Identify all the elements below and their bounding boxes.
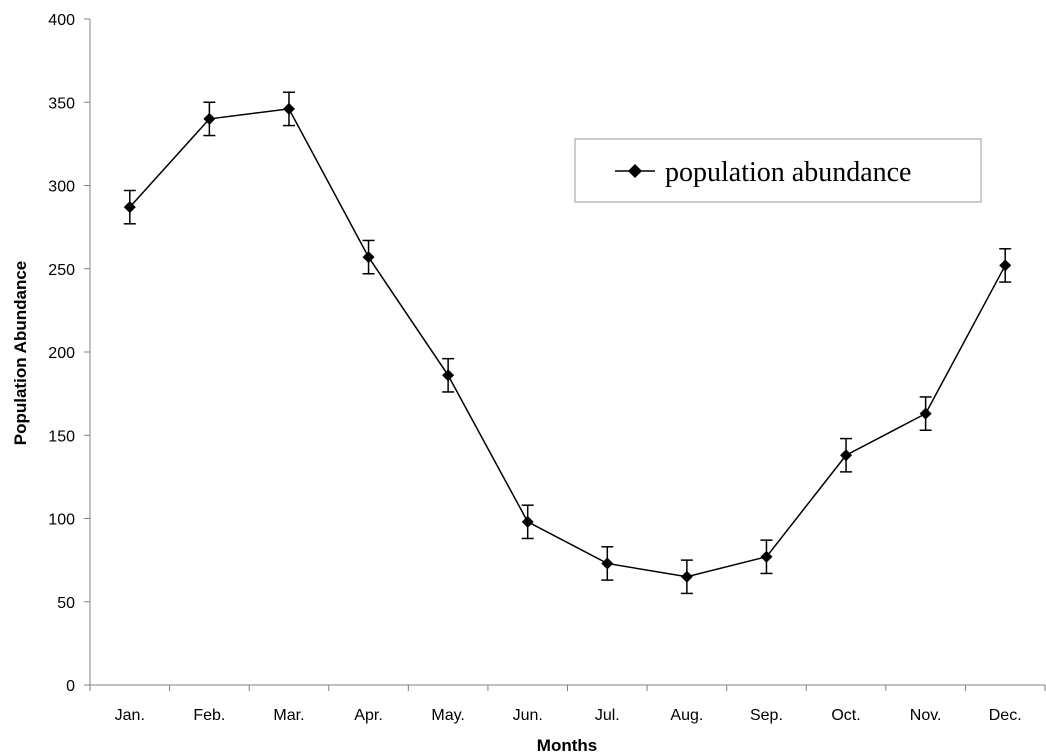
x-tick-label: Jan. (115, 707, 145, 724)
data-point-diamond (282, 102, 295, 115)
y-tick-label: 200 (48, 345, 75, 362)
data-point-diamond (203, 112, 216, 125)
data-point-diamond (123, 201, 136, 214)
y-tick-label: 250 (48, 262, 75, 279)
series-line (129, 108, 1006, 578)
x-tick-label: May. (431, 707, 464, 724)
data-point-diamond (680, 570, 693, 583)
chart-axes (89, 19, 1045, 686)
data-point-diamond (601, 557, 614, 570)
y-axis-ticks: 0 50 100 150 200 250 300 350 400 (48, 12, 90, 695)
data-point-diamond (362, 251, 375, 264)
x-tick-label: Apr. (354, 707, 382, 724)
y-tick-label: 150 (48, 428, 75, 445)
data-point-diamond (999, 259, 1012, 272)
y-tick-label: 350 (48, 95, 75, 112)
y-tick-label: 400 (48, 12, 75, 29)
x-tick-label: Jul. (595, 707, 620, 724)
y-axis-title: Population Abundance (11, 261, 30, 445)
x-tick-label: Aug. (670, 707, 703, 724)
x-axis-title: Months (537, 736, 597, 755)
x-axis-ticks: Jan. Feb. Mar. Apr. May. Jun. Jul. Aug. Sep. Oct.… (89, 685, 1046, 724)
y-tick-label: 50 (57, 595, 75, 612)
y-tick-label: 300 (48, 179, 75, 196)
x-tick-label: Dec. (989, 707, 1022, 724)
data-point-diamond (521, 515, 534, 528)
x-tick-label: Sep. (750, 707, 783, 724)
data-point-diamond (760, 550, 773, 563)
data-point-diamond (442, 369, 455, 382)
data-markers (123, 102, 1012, 583)
x-tick-label: Oct. (831, 707, 860, 724)
data-point-diamond (919, 407, 932, 420)
x-tick-label: Feb. (193, 707, 225, 724)
x-tick-label: Nov. (910, 707, 942, 724)
x-tick-label: Mar. (273, 707, 304, 724)
data-point-diamond (840, 449, 853, 462)
series-line-group (129, 108, 1006, 578)
x-tick-label: Jun. (513, 707, 543, 724)
y-tick-label: 0 (66, 678, 75, 695)
legend-label: population abundance (665, 157, 911, 188)
legend-marker-diamond (628, 164, 642, 178)
legend: population abundance (574, 138, 982, 203)
y-tick-label: 100 (48, 512, 75, 529)
